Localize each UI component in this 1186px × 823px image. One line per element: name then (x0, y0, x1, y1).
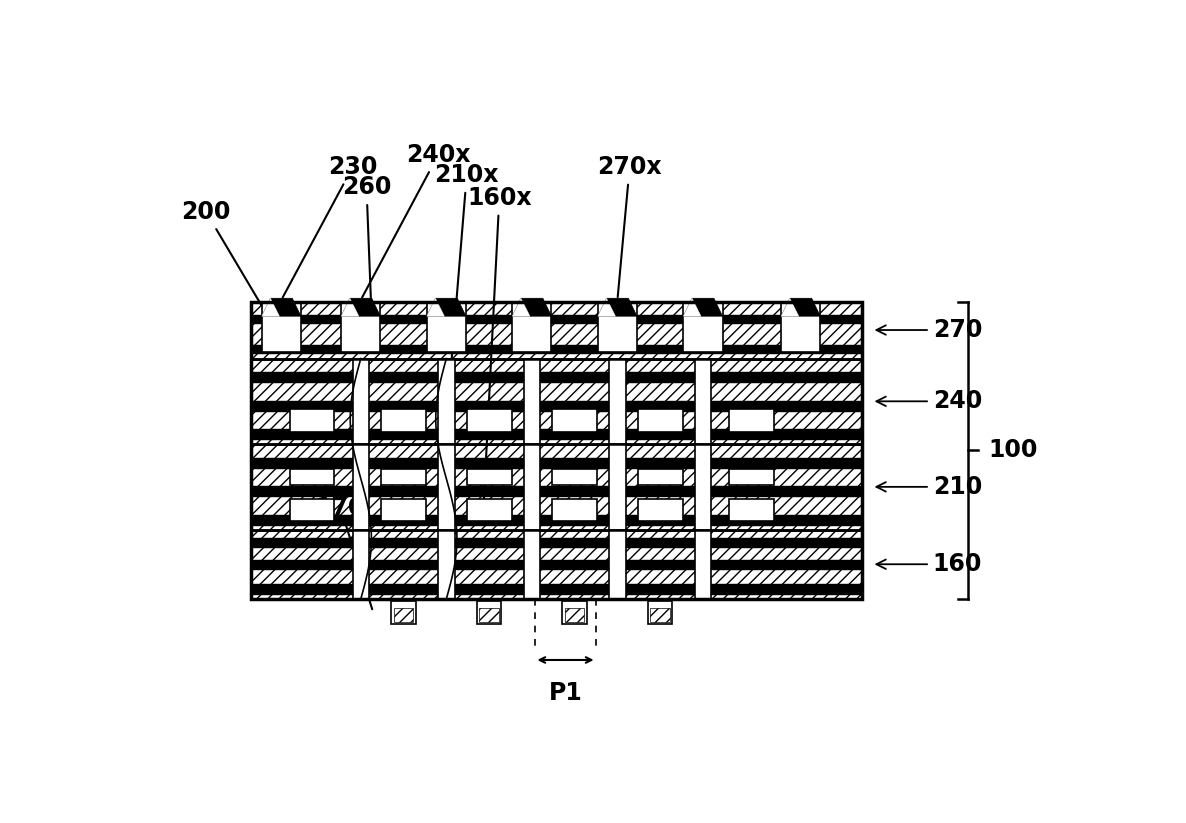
Text: 210x: 210x (434, 163, 499, 421)
Bar (695, 530, 712, 599)
Bar (553, 499, 597, 522)
Polygon shape (427, 298, 445, 316)
Text: 230: 230 (282, 155, 377, 297)
Bar (638, 499, 683, 522)
Polygon shape (782, 298, 821, 316)
Text: 270x: 270x (598, 155, 662, 297)
Bar (289, 410, 334, 432)
Bar (479, 608, 499, 622)
Bar (565, 608, 585, 622)
Text: 270: 270 (876, 318, 982, 342)
Bar (251, 515, 862, 526)
Polygon shape (342, 298, 381, 316)
Polygon shape (598, 298, 616, 316)
Bar (438, 444, 454, 530)
Bar (394, 608, 414, 622)
Bar (438, 359, 454, 444)
Bar (251, 401, 862, 412)
Bar (512, 301, 551, 352)
Bar (262, 301, 301, 352)
Bar (251, 537, 862, 548)
Bar (562, 602, 587, 624)
Bar (467, 468, 511, 485)
Polygon shape (683, 298, 701, 316)
Bar (524, 359, 540, 444)
Bar (598, 301, 637, 352)
Text: 240x: 240x (362, 143, 471, 297)
Bar (251, 301, 862, 599)
Bar (352, 444, 369, 530)
Polygon shape (512, 298, 530, 316)
Bar (638, 468, 683, 485)
Bar (524, 530, 540, 599)
Text: 160x: 160x (467, 186, 531, 514)
Bar (782, 301, 821, 352)
Bar (381, 410, 426, 432)
Text: 160: 160 (876, 552, 982, 576)
Text: 100: 100 (988, 438, 1038, 463)
Bar (695, 359, 712, 444)
Bar (251, 301, 862, 359)
Bar (427, 301, 466, 352)
Bar (251, 372, 862, 383)
Text: P1: P1 (549, 681, 582, 704)
Bar (610, 444, 625, 530)
Bar (610, 359, 625, 444)
Polygon shape (427, 298, 466, 316)
Bar (251, 345, 862, 355)
Bar (251, 560, 862, 570)
Bar (289, 499, 334, 522)
Bar (251, 486, 862, 497)
Bar (251, 530, 862, 599)
Bar (553, 468, 597, 485)
Text: 170: 170 (315, 495, 372, 609)
Bar (289, 468, 334, 485)
Text: 260: 260 (342, 175, 391, 351)
Bar (729, 499, 774, 522)
Text: 200: 200 (181, 200, 262, 305)
Bar (352, 530, 369, 599)
Bar (251, 584, 862, 595)
Bar (251, 458, 862, 468)
Bar (391, 602, 416, 624)
Bar (251, 430, 862, 440)
Polygon shape (262, 298, 280, 316)
Bar (683, 301, 722, 352)
Polygon shape (683, 298, 722, 316)
Text: 240: 240 (876, 389, 982, 413)
Bar (381, 499, 426, 522)
Polygon shape (598, 298, 637, 316)
Bar (251, 444, 862, 530)
Bar (477, 602, 502, 624)
Polygon shape (512, 298, 551, 316)
Bar (251, 359, 862, 444)
Bar (467, 410, 511, 432)
Polygon shape (262, 298, 301, 316)
Text: 210: 210 (876, 475, 982, 499)
Bar (695, 444, 712, 530)
Bar (467, 499, 511, 522)
Bar (729, 468, 774, 485)
Bar (352, 359, 369, 444)
Bar (438, 530, 454, 599)
Bar (524, 444, 540, 530)
Bar (381, 468, 426, 485)
Bar (553, 410, 597, 432)
Bar (729, 410, 774, 432)
Polygon shape (782, 298, 799, 316)
Bar (342, 301, 381, 352)
Bar (638, 410, 683, 432)
Bar (610, 530, 625, 599)
Polygon shape (342, 298, 359, 316)
Bar (648, 602, 672, 624)
Bar (650, 608, 670, 622)
Bar (251, 315, 862, 324)
